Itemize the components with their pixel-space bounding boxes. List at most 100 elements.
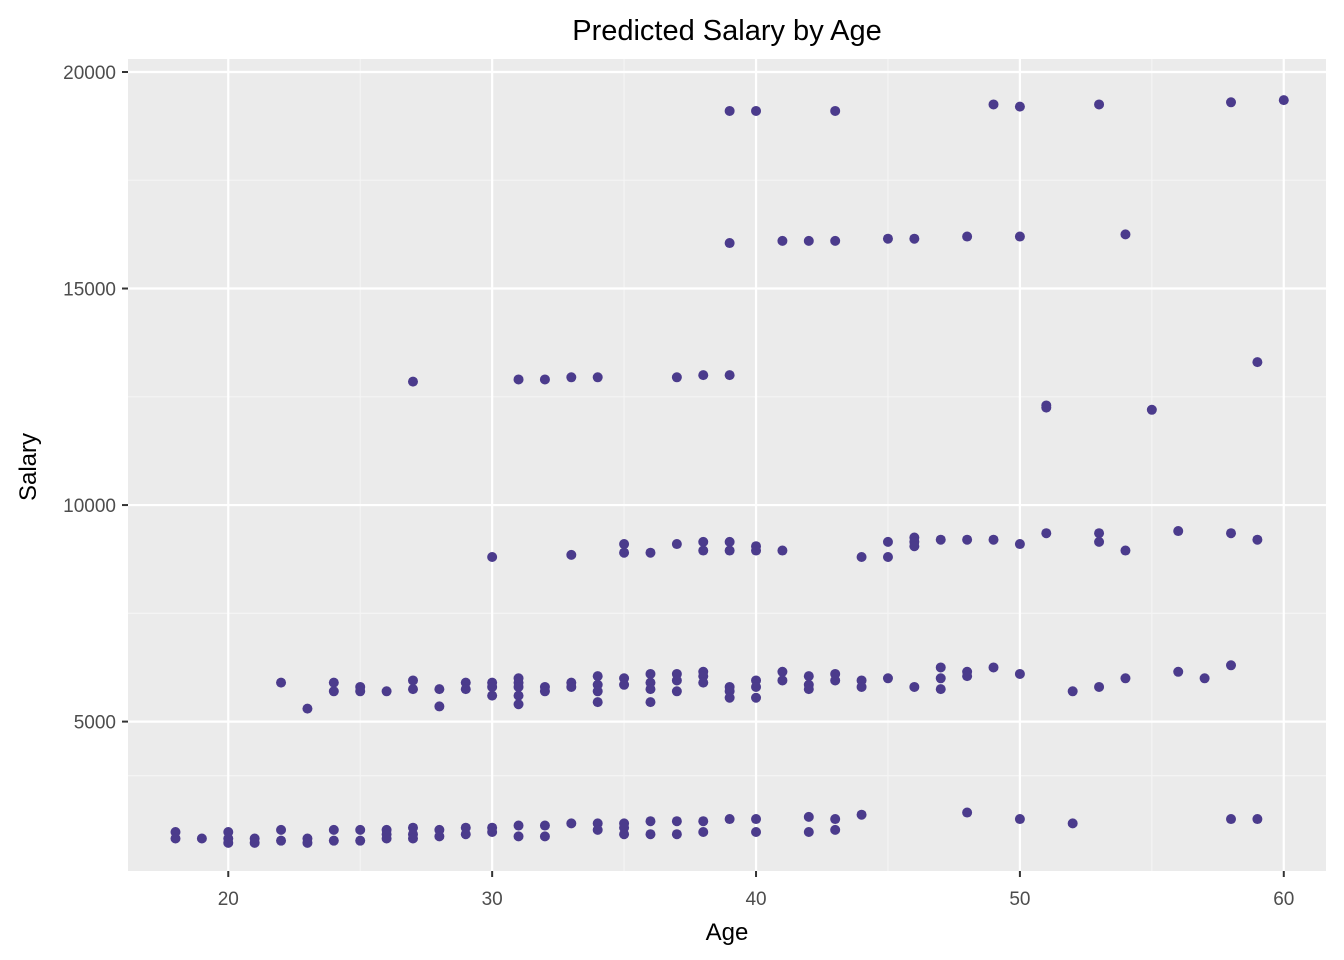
data-point (777, 675, 788, 686)
x-tick-label: 20 (218, 889, 239, 910)
data-point (1252, 814, 1263, 825)
data-point (1199, 673, 1210, 684)
data-point (487, 681, 498, 692)
data-point (592, 686, 603, 697)
data-point (724, 814, 735, 825)
data-point (1226, 660, 1237, 671)
data-point (830, 824, 841, 835)
data-point (302, 837, 313, 848)
data-point (619, 829, 630, 840)
data-point (671, 675, 682, 686)
plot-panel (128, 59, 1326, 871)
data-point (962, 534, 973, 545)
data-point (1041, 528, 1052, 539)
data-point (724, 105, 735, 116)
data-point (1014, 814, 1025, 825)
data-point (592, 372, 603, 383)
data-point (223, 837, 234, 848)
data-point (803, 235, 814, 246)
data-point (962, 671, 973, 682)
data-point (487, 552, 498, 563)
data-point (566, 549, 577, 560)
data-point (909, 541, 920, 552)
data-point (276, 677, 287, 688)
data-point (751, 545, 762, 556)
data-point (170, 833, 181, 844)
data-point (724, 545, 735, 556)
x-tick-label: 50 (1009, 889, 1030, 910)
data-point (196, 833, 207, 844)
data-point (645, 816, 656, 827)
data-point (698, 370, 709, 381)
data-point (751, 827, 762, 838)
data-point (935, 684, 946, 695)
data-point (935, 673, 946, 684)
x-tick-label: 30 (482, 889, 503, 910)
data-point (328, 835, 339, 846)
data-point (856, 552, 867, 563)
data-point (1120, 673, 1131, 684)
data-point (988, 662, 999, 673)
data-point (487, 690, 498, 701)
data-point (328, 677, 339, 688)
data-point (355, 686, 366, 697)
data-point (882, 536, 893, 547)
data-point (592, 824, 603, 835)
data-point (645, 547, 656, 558)
data-point (751, 681, 762, 692)
data-point (249, 837, 260, 848)
data-point (882, 233, 893, 244)
data-point (460, 684, 471, 695)
data-point (671, 539, 682, 550)
data-point (381, 833, 392, 844)
data-point (751, 105, 762, 116)
data-point (645, 668, 656, 679)
data-point (539, 374, 550, 385)
data-point (803, 684, 814, 695)
data-point (328, 686, 339, 697)
data-point (407, 675, 418, 686)
data-point (513, 681, 524, 692)
data-point (487, 827, 498, 838)
data-point (830, 814, 841, 825)
data-point (671, 372, 682, 383)
data-point (935, 534, 946, 545)
x-tick-label: 60 (1273, 889, 1294, 910)
data-point (1173, 666, 1184, 677)
data-point (698, 816, 709, 827)
data-point (777, 666, 788, 677)
data-point (1094, 99, 1105, 110)
data-point (328, 824, 339, 835)
data-point (592, 671, 603, 682)
y-tick-label: 15000 (63, 280, 116, 301)
data-point (988, 534, 999, 545)
data-point (856, 681, 867, 692)
data-point (302, 703, 313, 714)
data-point (355, 824, 366, 835)
data-points (170, 95, 1289, 848)
data-point (619, 539, 630, 550)
data-point (566, 681, 577, 692)
data-point (1094, 681, 1105, 692)
y-tick-label: 5000 (74, 713, 116, 734)
data-point (566, 818, 577, 829)
data-point (1014, 231, 1025, 242)
data-point (751, 814, 762, 825)
x-axis-title: Age (706, 919, 749, 946)
data-point (935, 662, 946, 673)
data-point (909, 233, 920, 244)
data-point (1041, 402, 1052, 413)
data-point (407, 833, 418, 844)
data-point (751, 692, 762, 703)
data-point (645, 684, 656, 695)
data-point (1278, 95, 1289, 106)
data-point (1067, 686, 1078, 697)
data-point (988, 99, 999, 110)
x-axis-ticks: 20 30 40 50 60 (218, 871, 1294, 910)
data-point (276, 824, 287, 835)
data-point (698, 545, 709, 556)
data-point (619, 547, 630, 558)
data-point (671, 816, 682, 827)
data-point (1120, 229, 1131, 240)
data-point (830, 235, 841, 246)
